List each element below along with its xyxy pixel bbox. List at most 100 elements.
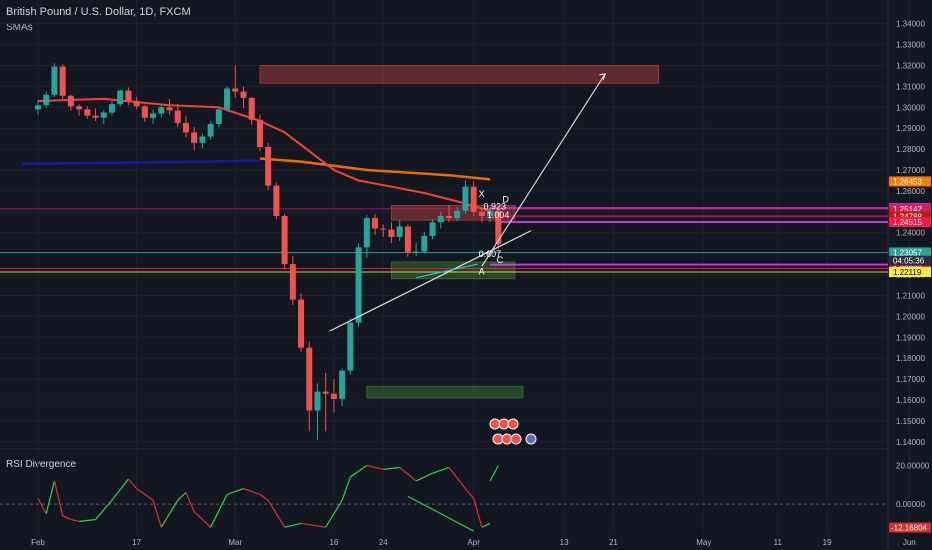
candle-body	[141, 106, 148, 118]
rsi-pane	[0, 464, 888, 532]
rsi-tick-label: 20.00000	[896, 462, 930, 471]
rsi-segment	[284, 522, 302, 528]
price-tick-label: 1.29000	[896, 124, 925, 133]
candle-body	[330, 393, 337, 399]
rsi-segment	[53, 480, 64, 516]
time-tick-label: Jun	[903, 538, 916, 547]
candle-body	[289, 264, 296, 300]
rsi-segment	[127, 478, 138, 490]
zone-rect	[366, 385, 524, 399]
price-tick-label: 1.31000	[896, 82, 925, 91]
rsi-segment	[193, 511, 212, 528]
indicator-label-smas[interactable]: SMAs	[6, 22, 33, 33]
rsi-projection-line	[489, 465, 499, 482]
price-tag	[889, 255, 931, 266]
candle-body	[100, 112, 107, 118]
time-tick-label: 13	[560, 538, 569, 547]
level-tag	[889, 267, 931, 278]
candle-body	[281, 216, 288, 265]
trendline	[415, 263, 478, 279]
price-tick-label: 1.15000	[896, 417, 925, 426]
rsi-segment	[415, 472, 433, 482]
candle-body	[462, 186, 469, 211]
candle-body	[298, 299, 305, 348]
time-tick-label: May	[696, 538, 711, 547]
rsi-current-tag	[889, 522, 931, 533]
candle-body	[43, 94, 50, 106]
time-tick-label: 11	[774, 538, 783, 547]
candle-body	[76, 106, 83, 110]
event-icons[interactable]	[489, 418, 537, 445]
rsi-segment	[341, 476, 351, 501]
pattern-label: C	[497, 255, 504, 265]
rsi-current-text: -12.16804	[891, 524, 928, 533]
candle-body	[166, 107, 173, 111]
candle-body	[470, 186, 477, 212]
candles-layer	[35, 63, 502, 440]
level-tag-text: 1.24515	[893, 218, 922, 227]
time-tick-label: Apr	[467, 538, 480, 547]
time-tick-label: 24	[379, 538, 388, 547]
candle-body	[306, 347, 313, 411]
price-tick-label: 1.19000	[896, 333, 925, 342]
rsi-segment	[160, 499, 179, 528]
candle-body	[413, 251, 420, 253]
candle-body	[421, 235, 428, 252]
candle-body	[174, 110, 181, 123]
rsi-segment	[325, 499, 343, 528]
candle-body	[150, 113, 157, 118]
candle-body	[182, 122, 189, 133]
rsi-segment	[185, 492, 195, 513]
candle-body	[191, 132, 198, 143]
candle-body	[347, 322, 354, 371]
time-tick-label: 16	[329, 538, 338, 547]
event-icon	[525, 433, 537, 445]
candle-body	[67, 95, 74, 107]
candle-body	[240, 91, 247, 98]
price-tick-label: 1.32000	[896, 61, 925, 70]
candle-body	[224, 88, 231, 110]
candle-body	[51, 66, 58, 95]
candle-body	[273, 185, 280, 217]
time-tick-label: 21	[609, 538, 618, 547]
level-tag	[889, 216, 931, 227]
price-tick-label: 1.18000	[896, 354, 925, 363]
candle-body	[396, 226, 403, 237]
rsi-segment	[177, 492, 187, 501]
chart-title: British Pound / U.S. Dollar, 1D, FXCM	[6, 6, 191, 18]
time-axis[interactable]: Feb17Mar1624Apr1321May1119Jun1523	[31, 538, 932, 547]
candle-body	[495, 210, 502, 245]
candle-body	[322, 391, 329, 394]
rsi-panel-label[interactable]: RSI Divergence	[6, 459, 77, 470]
time-tick-label: Mar	[228, 538, 242, 547]
candle-body	[108, 104, 115, 113]
level-tag-text: 1.23057	[893, 248, 922, 257]
candle-body	[59, 66, 66, 96]
candle-body	[454, 210, 461, 219]
candle-body	[355, 247, 362, 323]
price-axis[interactable]: 1.34000 1.33000 1.32000 1.31000 1.30000 1.290…	[889, 20, 931, 533]
price-tick-label: 1.27000	[896, 166, 925, 175]
trendline	[329, 230, 532, 332]
candle-body	[478, 211, 485, 217]
price-tick-label: 1.14000	[896, 438, 925, 447]
rsi-divergence-line	[407, 495, 474, 532]
rsi-segment	[432, 466, 450, 474]
candle-body	[363, 218, 370, 248]
rsi-segment	[259, 493, 269, 501]
time-tick-label: 17	[132, 538, 141, 547]
trendline	[481, 73, 606, 267]
event-icon	[507, 418, 519, 430]
price-tick-label: 1.20000	[896, 312, 925, 321]
zone-rect	[390, 261, 516, 280]
candle-body	[404, 226, 411, 253]
pattern-label: 0.923	[484, 202, 507, 212]
candle-body	[92, 115, 99, 118]
rsi-segment	[45, 480, 56, 514]
rsi-segment	[226, 488, 244, 496]
candle-body	[487, 210, 494, 217]
zone-rect	[259, 64, 660, 84]
